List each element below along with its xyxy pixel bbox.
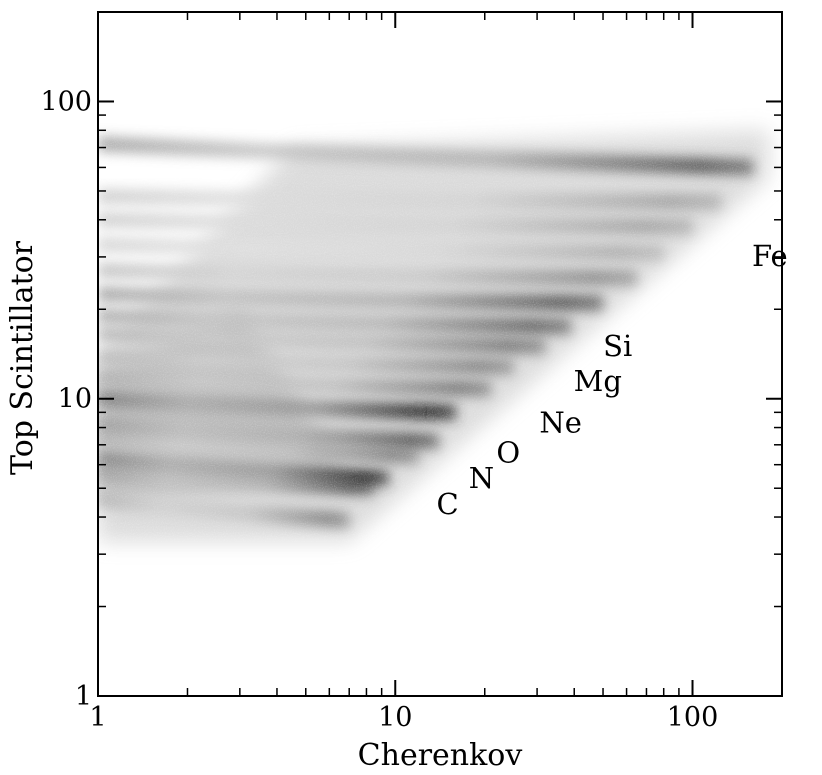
y-tick-label: 1 xyxy=(75,681,92,712)
element-label-si: Si xyxy=(603,329,632,363)
x-axis-label: Cherenkov xyxy=(358,738,523,773)
element-label-mg: Mg xyxy=(574,364,622,398)
y-tick-label: 100 xyxy=(40,86,92,117)
noise-texture xyxy=(98,130,769,542)
y-axis-ticks: 1 10 100 xyxy=(40,11,782,712)
x-tick-label: 1 xyxy=(89,702,106,733)
element-label-o: O xyxy=(496,436,520,470)
x-axis-ticks: 1 10 100 xyxy=(89,12,783,733)
plot-frame xyxy=(97,11,783,697)
x-tick-label: 100 xyxy=(667,702,719,733)
element-label-ne: Ne xyxy=(539,405,582,439)
plot-area xyxy=(98,130,769,542)
y-tick-label: 10 xyxy=(58,384,92,415)
element-label-n: N xyxy=(469,461,494,495)
x-tick-label: 10 xyxy=(378,702,412,733)
density-noise xyxy=(98,130,769,542)
element-label-fe: Fe xyxy=(752,239,788,273)
y-axis-label: Top Scintillator xyxy=(5,240,40,475)
element-label-c: C xyxy=(437,487,459,521)
